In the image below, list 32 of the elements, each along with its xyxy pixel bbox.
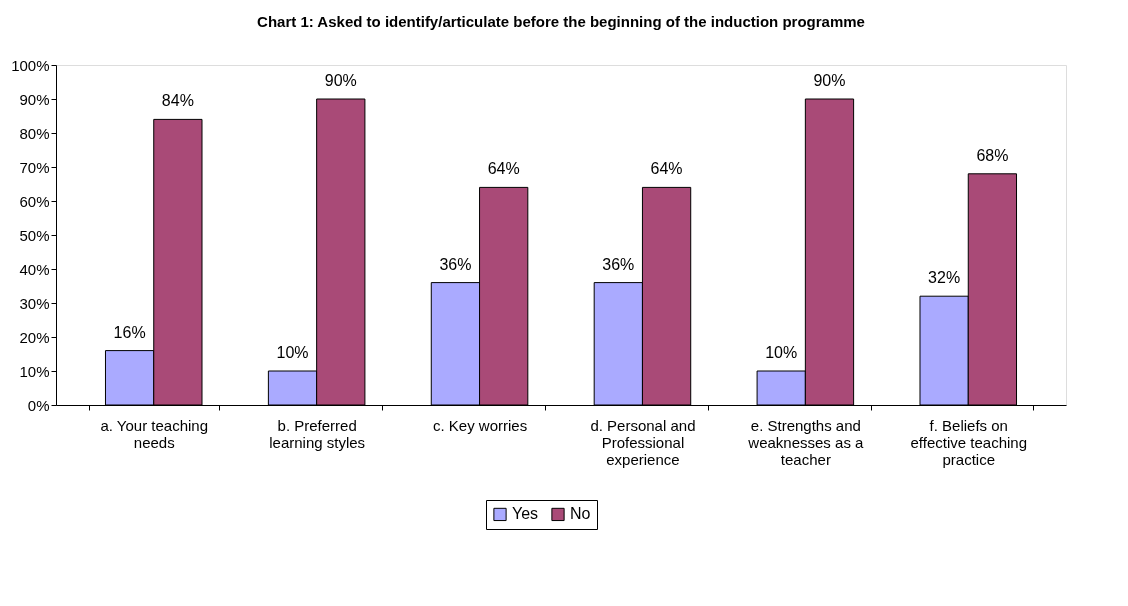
legend-label: No — [570, 505, 591, 523]
data-label: 90% — [324, 72, 357, 89]
data-label: 36% — [439, 255, 472, 273]
x-tick-label: a. Your teaching needs — [100, 416, 209, 451]
x-tick-label: d. Personal and Professional experience — [590, 416, 696, 468]
data-label: 64% — [650, 160, 683, 178]
legend-label: Yes — [512, 505, 539, 523]
data-label: 68% — [976, 146, 1009, 164]
y-tick-label: 100% — [11, 56, 50, 74]
data-label: 84% — [161, 92, 194, 110]
x-tick-label: b. Preferred learning styles — [269, 416, 366, 451]
chart-title: Chart 1: Asked to identify/articulate before the beginning of the induction programme — [257, 13, 865, 30]
y-tick-label: 0% — [27, 396, 50, 414]
y-tick-label: 50% — [19, 226, 50, 244]
data-label: 90% — [813, 72, 846, 89]
y-tick-label: 20% — [19, 328, 50, 346]
data-label: 10% — [765, 344, 798, 361]
data-label: 16% — [113, 323, 146, 341]
data-label: 10% — [276, 344, 309, 361]
y-tick-label: 30% — [19, 294, 50, 312]
x-tick-label: c. Key worries — [432, 416, 528, 434]
y-tick-label: 80% — [19, 124, 50, 142]
data-label: 36% — [602, 255, 635, 273]
y-tick-label: 40% — [19, 260, 50, 278]
x-tick-label: e. Strengths and weaknesses as a teacher — [747, 416, 865, 468]
data-label: 32% — [928, 269, 961, 287]
x-tick-label: f. Beliefs on effective teaching practice — [910, 416, 1027, 468]
y-tick-label: 90% — [19, 90, 50, 108]
y-tick-label: 70% — [19, 158, 50, 176]
y-tick-label: 60% — [19, 192, 50, 210]
y-tick-label: 10% — [19, 362, 50, 380]
data-label: 64% — [487, 160, 520, 178]
